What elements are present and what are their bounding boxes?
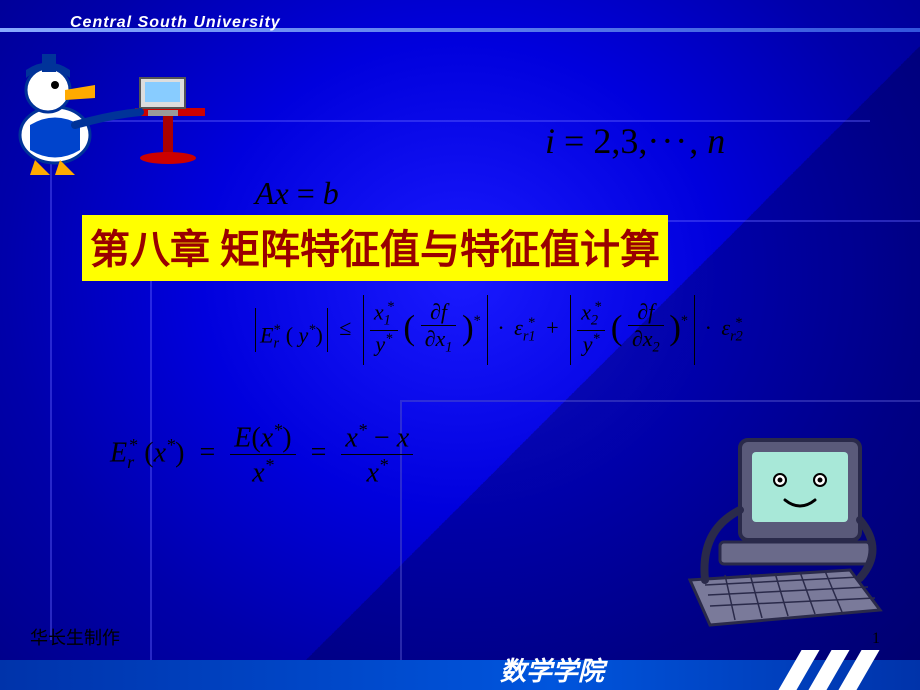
footer-stripes-icon [770, 650, 920, 690]
equation-error-bound: Er* ( y*) ≤ x1* y* ( ∂f ∂x1 )* · εr1* + … [255, 295, 875, 395]
equation-index-range: i = 2,3,···, n [545, 120, 725, 162]
page-number: 1 [872, 630, 880, 648]
footer-author: 华长生制作 [30, 624, 120, 650]
computer-icon [670, 430, 890, 630]
duck-icon [0, 30, 230, 180]
chapter-title: 第八章 矩阵特征值与特征值计算 [90, 227, 660, 272]
equation-relative-error: Er* (x*) = E(x*) x* = x* − x x* [110, 420, 610, 490]
footer-logo-text: 数学学院 [500, 651, 604, 688]
chapter-title-box: 第八章 矩阵特征值与特征值计算 [82, 215, 668, 281]
equation-ax-b: Ax = b [255, 175, 339, 212]
